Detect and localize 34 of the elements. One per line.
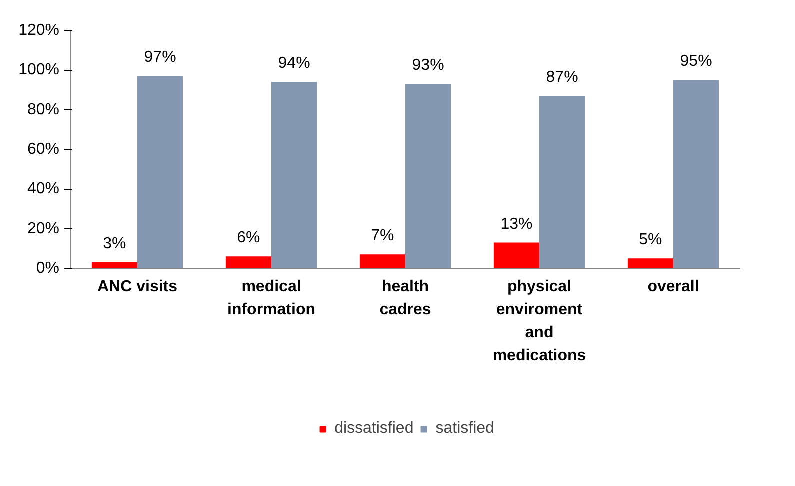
data-label: 6% xyxy=(237,230,260,247)
x-tick-label: physical enviroment and medications xyxy=(492,278,586,364)
bar xyxy=(628,258,674,268)
x-tick-label: ANC visits xyxy=(97,278,178,296)
bar xyxy=(360,254,406,268)
data-label: 87% xyxy=(546,69,578,86)
legend-label: satisfied xyxy=(436,420,494,438)
data-label: 3% xyxy=(103,236,126,253)
bar xyxy=(92,262,138,268)
legend-label: dissatisfied xyxy=(334,420,414,438)
data-label: 7% xyxy=(371,228,394,245)
bar xyxy=(674,80,720,268)
y-tick-label: 80% xyxy=(27,101,60,118)
data-label: 13% xyxy=(500,216,533,233)
y-tick-label: 20% xyxy=(27,220,60,238)
data-label: 94% xyxy=(278,55,310,72)
data-label: 93% xyxy=(412,57,444,74)
x-tick-label: medical information xyxy=(228,278,316,318)
y-tick-label: 100% xyxy=(18,62,60,79)
bar xyxy=(272,82,318,268)
x-tick-label: health cadres xyxy=(380,278,432,318)
data-label: 95% xyxy=(680,53,712,70)
bar xyxy=(494,242,540,268)
data-label: 5% xyxy=(639,232,662,249)
y-tick-label: 60% xyxy=(27,141,60,158)
bar xyxy=(406,84,452,268)
bar xyxy=(226,256,272,268)
y-tick-label: 0% xyxy=(36,260,60,277)
bar xyxy=(138,76,184,268)
y-tick-label: 40% xyxy=(27,180,60,198)
y-tick-label: 120% xyxy=(18,22,60,39)
bar xyxy=(540,96,586,268)
x-tick-label: overall xyxy=(648,278,700,296)
data-label: 97% xyxy=(144,49,176,66)
